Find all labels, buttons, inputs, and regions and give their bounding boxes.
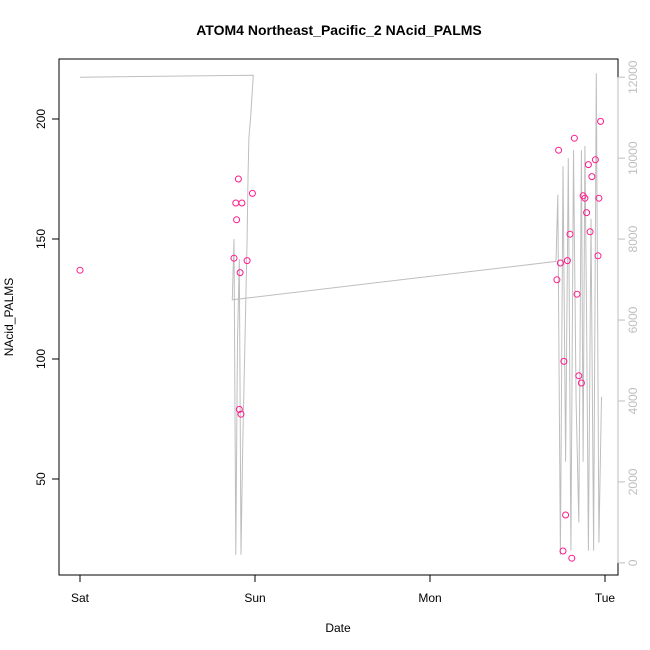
- data-point: [595, 194, 603, 202]
- data-point: [591, 156, 599, 164]
- data-point: [556, 259, 564, 267]
- point-series-layer: [76, 117, 605, 562]
- x-tick-label: Sun: [244, 591, 265, 605]
- data-point: [230, 254, 238, 262]
- y2-axis: 0 2000 4000 6000 8000 10000 12000: [617, 60, 640, 566]
- data-point: [243, 257, 251, 265]
- data-point: [575, 372, 583, 380]
- y2-tick-label: 8000: [626, 225, 640, 252]
- data-point: [235, 405, 243, 413]
- y-tick-label: 50: [34, 472, 48, 486]
- data-point: [570, 134, 578, 142]
- y2-tick-label: 2000: [626, 468, 640, 495]
- data-point: [573, 290, 581, 298]
- data-point: [233, 216, 241, 224]
- chart-title: ATOM4 Northeast_Pacific_2 NAcid_PALMS: [196, 22, 482, 38]
- x-axis-label: Date: [325, 621, 351, 635]
- y-tick-label: 200: [34, 109, 48, 129]
- data-point: [562, 511, 570, 519]
- data-point: [568, 554, 576, 562]
- y-tick-label: 150: [34, 229, 48, 249]
- x-tick-label: Tue: [595, 591, 616, 605]
- y2-tick-label: 6000: [626, 306, 640, 333]
- data-point: [248, 189, 256, 197]
- data-point: [237, 410, 245, 418]
- data-point: [234, 175, 242, 183]
- data-point: [555, 146, 563, 154]
- line-series-layer: [79, 73, 602, 555]
- data-point: [588, 173, 596, 181]
- data-point: [238, 199, 246, 207]
- data-point: [560, 357, 568, 365]
- data-point: [581, 194, 589, 202]
- data-point: [566, 230, 574, 238]
- data-point: [232, 199, 240, 207]
- data-point: [586, 228, 594, 236]
- y2-tick-label: 0: [626, 559, 640, 566]
- data-point: [577, 379, 585, 387]
- x-tick-label: Mon: [418, 591, 441, 605]
- data-point: [553, 276, 561, 284]
- y2-tick-label: 10000: [626, 141, 640, 175]
- data-point: [563, 257, 571, 265]
- y-axis: 50 100 150 200: [34, 109, 60, 486]
- data-point: [236, 269, 244, 277]
- y2-tick-label: 4000: [626, 387, 640, 414]
- data-point: [597, 117, 605, 125]
- x-axis: Sat Sun Mon Tue: [71, 574, 616, 605]
- plot-frame: [58, 58, 619, 576]
- data-point: [594, 252, 602, 260]
- data-point: [559, 547, 567, 555]
- y-tick-label: 100: [34, 349, 48, 369]
- data-point: [584, 161, 592, 169]
- data-line: [79, 73, 602, 555]
- data-point: [583, 209, 591, 217]
- x-tick-label: Sat: [71, 591, 90, 605]
- y-axis-label: NAcid_PALMS: [2, 278, 16, 356]
- y2-tick-label: 12000: [626, 60, 640, 94]
- data-point: [76, 266, 84, 274]
